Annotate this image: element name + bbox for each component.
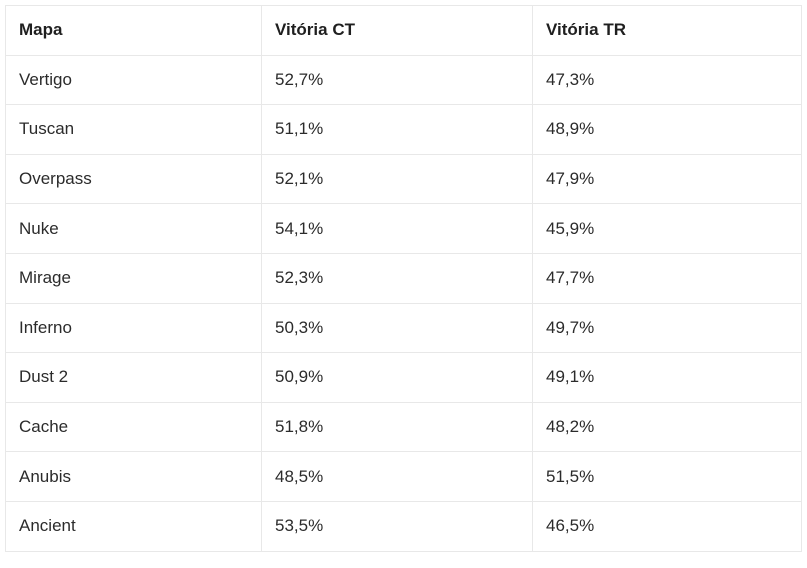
table-row: Tuscan 51,1% 48,9%: [5, 104, 802, 155]
map-cell: Vertigo: [5, 54, 262, 106]
header-ct-win: Vitória CT: [261, 5, 533, 56]
header-tr-win: Vitória TR: [532, 5, 802, 56]
map-cell: Dust 2: [5, 352, 262, 403]
ct-win-cell: 50,9%: [261, 352, 533, 403]
map-cell: Overpass: [5, 153, 262, 205]
map-cell: Tuscan: [5, 104, 262, 155]
map-win-rate-table-container: Mapa Vitória CT Vitória TR Vertigo 52,7%…: [5, 5, 802, 563]
table-row: Inferno 50,3% 49,7%: [5, 302, 802, 354]
tr-win-cell: 47,7%: [532, 252, 802, 304]
table-row: Cache 51,8% 48,2%: [5, 401, 802, 453]
map-cell: Inferno: [5, 302, 262, 354]
table-row: Mirage 52,3% 47,7%: [5, 252, 802, 304]
tr-win-cell: 49,1%: [532, 352, 802, 403]
ct-win-cell: 51,1%: [261, 104, 533, 155]
ct-win-cell: 51,8%: [261, 401, 533, 453]
ct-win-cell: 50,3%: [261, 302, 533, 354]
map-win-rate-table: Mapa Vitória CT Vitória TR Vertigo 52,7%…: [5, 5, 802, 552]
tr-win-cell: 48,2%: [532, 401, 802, 453]
tr-win-cell: 47,9%: [532, 153, 802, 205]
table-body: Vertigo 52,7% 47,3% Tuscan 51,1% 48,9% O…: [5, 54, 802, 552]
ct-win-cell: 52,7%: [261, 54, 533, 106]
map-cell: Anubis: [5, 451, 262, 502]
header-map: Mapa: [5, 5, 262, 56]
tr-win-cell: 49,7%: [532, 302, 802, 354]
table-row: Dust 2 50,9% 49,1%: [5, 352, 802, 403]
tr-win-cell: 48,9%: [532, 104, 802, 155]
ct-win-cell: 48,5%: [261, 451, 533, 502]
table-row: Vertigo 52,7% 47,3%: [5, 54, 802, 106]
map-cell: Ancient: [5, 500, 262, 552]
ct-win-cell: 54,1%: [261, 203, 533, 254]
tr-win-cell: 47,3%: [532, 54, 802, 106]
table-row: Overpass 52,1% 47,9%: [5, 153, 802, 205]
ct-win-cell: 53,5%: [261, 500, 533, 552]
table-row: Ancient 53,5% 46,5%: [5, 500, 802, 552]
map-cell: Mirage: [5, 252, 262, 304]
ct-win-cell: 52,1%: [261, 153, 533, 205]
tr-win-cell: 45,9%: [532, 203, 802, 254]
header-row: Mapa Vitória CT Vitória TR: [5, 5, 802, 56]
table-header: Mapa Vitória CT Vitória TR: [5, 5, 802, 56]
tr-win-cell: 51,5%: [532, 451, 802, 502]
map-cell: Cache: [5, 401, 262, 453]
ct-win-cell: 52,3%: [261, 252, 533, 304]
map-cell: Nuke: [5, 203, 262, 254]
tr-win-cell: 46,5%: [532, 500, 802, 552]
table-row: Nuke 54,1% 45,9%: [5, 203, 802, 254]
table-row: Anubis 48,5% 51,5%: [5, 451, 802, 502]
